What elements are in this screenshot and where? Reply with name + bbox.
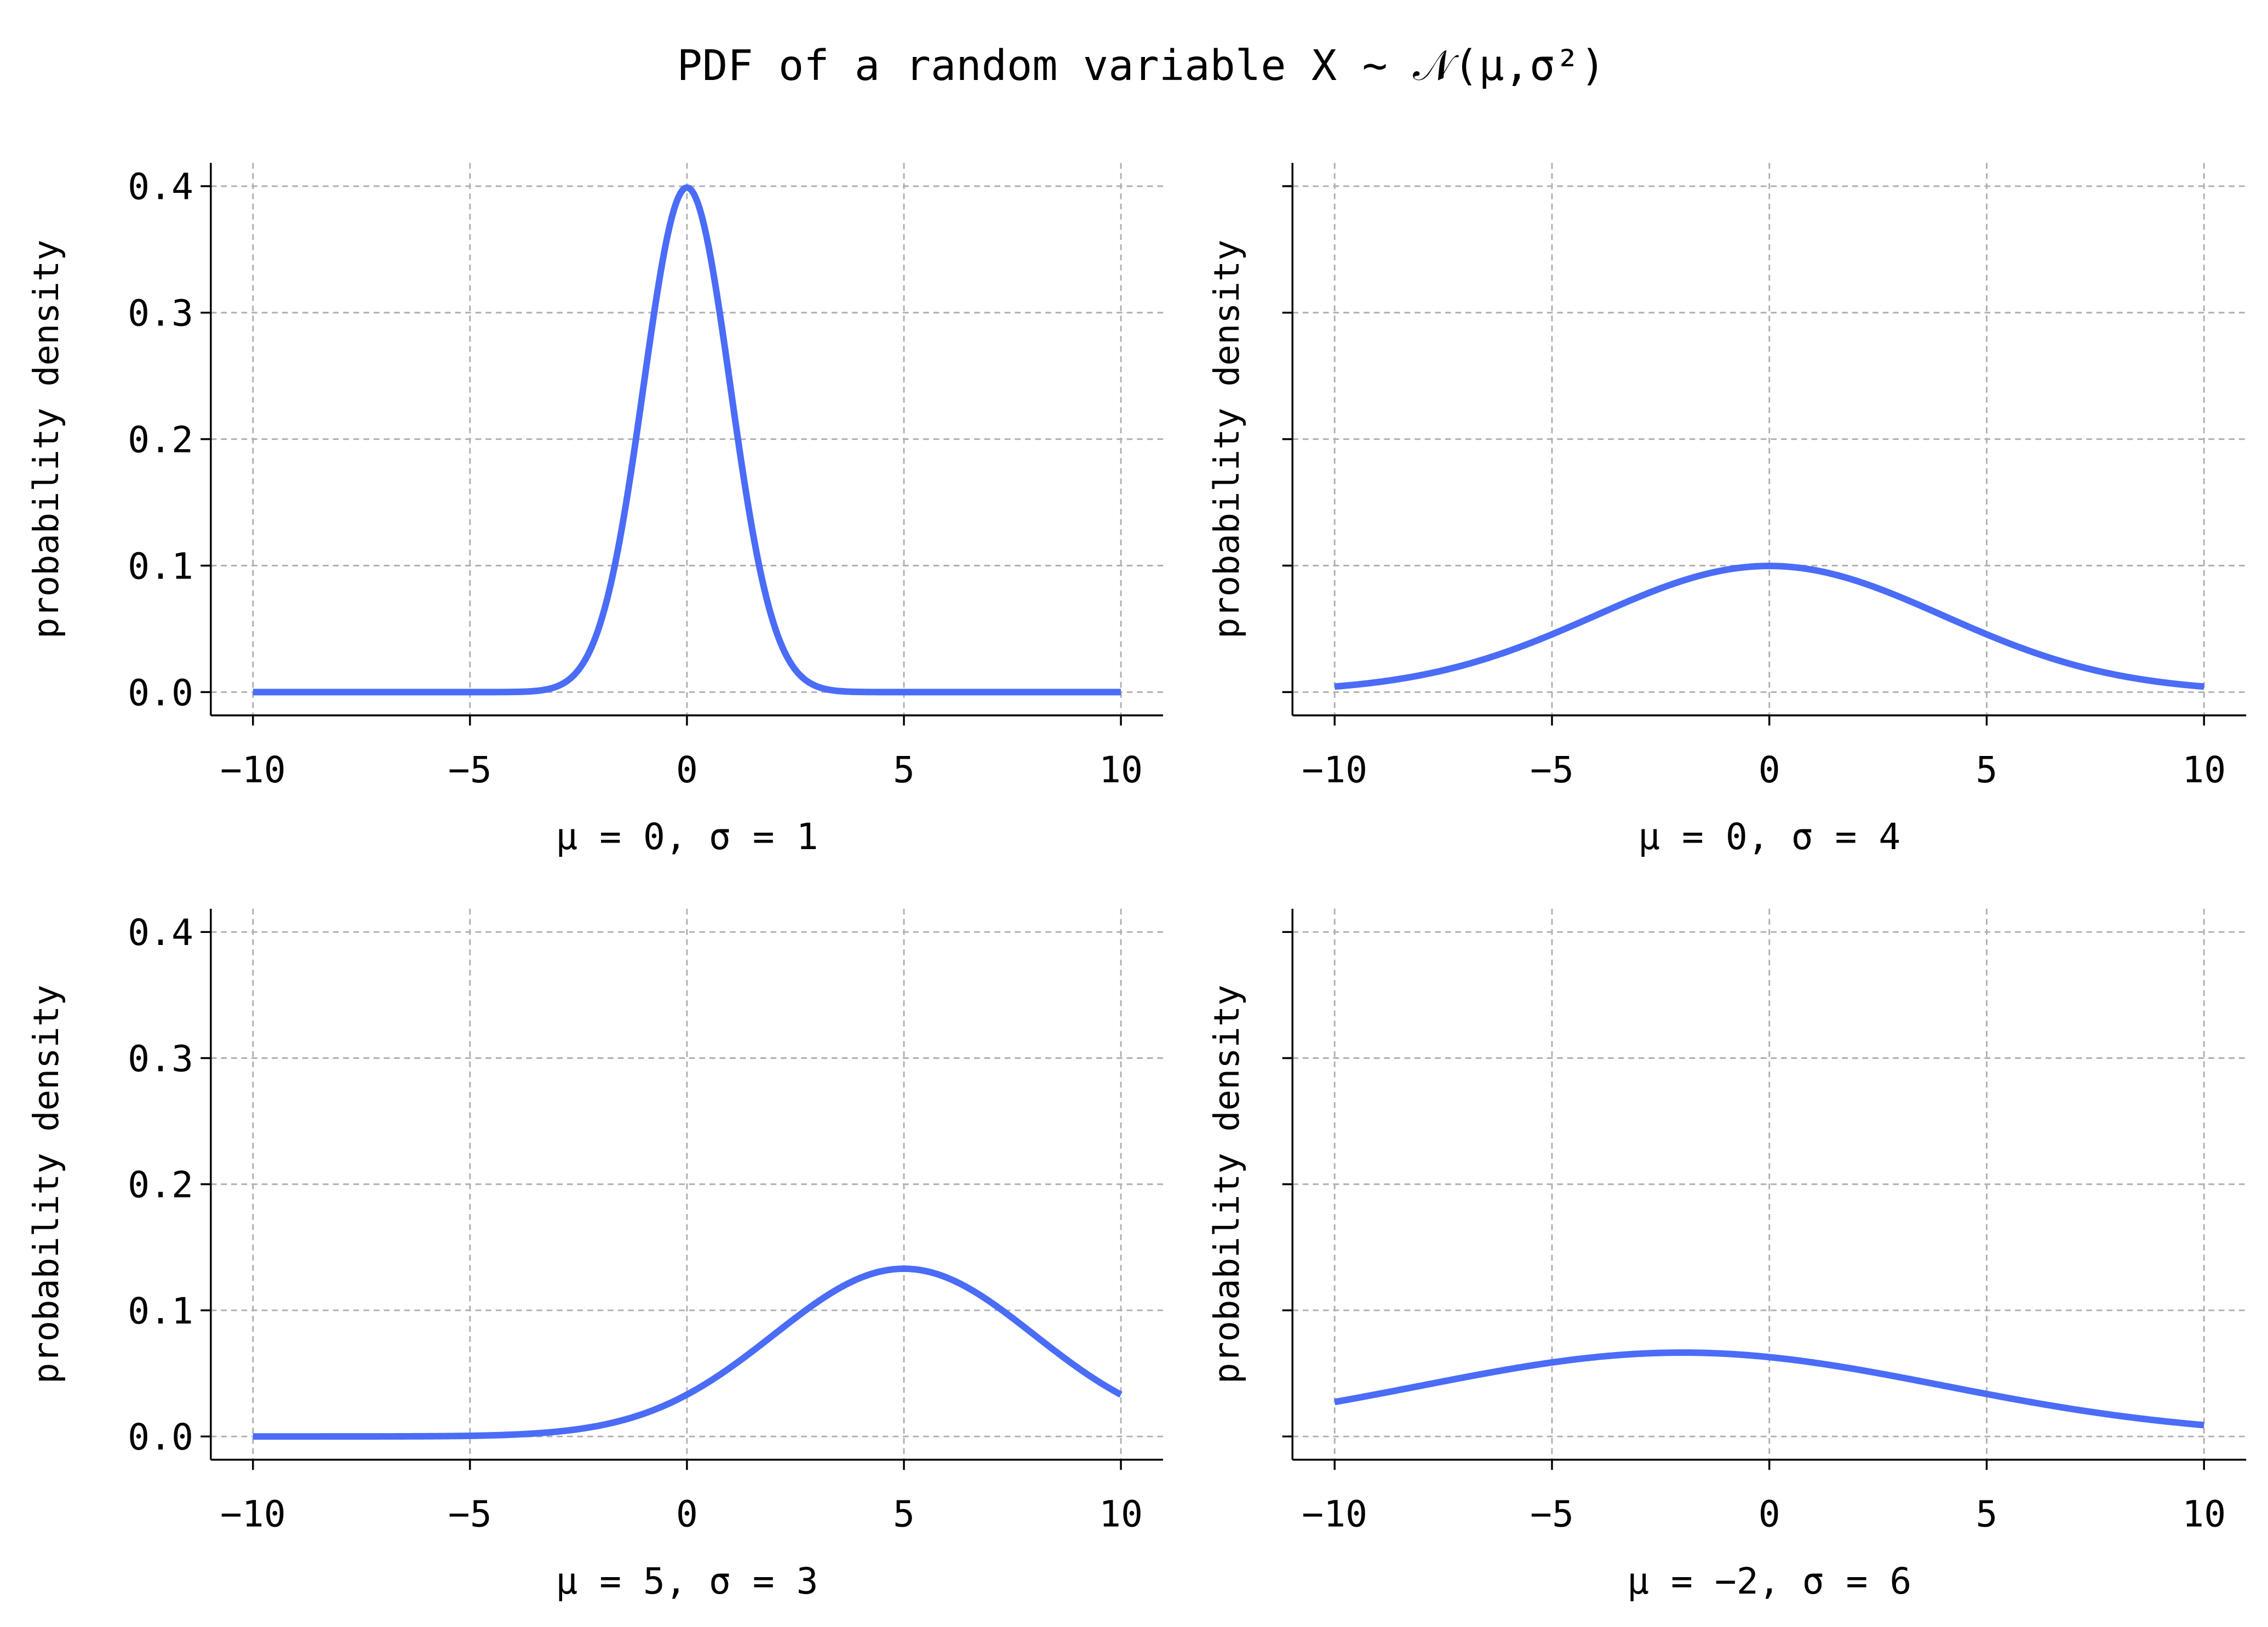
- x-tick-label: −5: [1530, 748, 1574, 791]
- x-tick-label: 5: [893, 748, 915, 791]
- pdf-curve: [1333, 1349, 2206, 1429]
- y-tick-label: 0.3: [128, 1037, 193, 1080]
- y-tick-label: 0.1: [128, 1290, 193, 1332]
- x-tick-label: −5: [448, 1493, 492, 1536]
- x-axis-label: μ = 0, σ = 4: [1638, 815, 1900, 858]
- x-tick-label: 0: [676, 1493, 698, 1536]
- y-tick-label: 0.0: [128, 671, 193, 714]
- x-tick-label: 10: [2182, 1493, 2226, 1536]
- x-axis-label: μ = −2, σ = 6: [1627, 1560, 1911, 1602]
- x-tick-label: −10: [220, 1493, 286, 1536]
- pdf-curve: [251, 184, 1122, 696]
- y-tick-label: 0.2: [128, 419, 193, 461]
- x-tick-label: −5: [1530, 1493, 1574, 1536]
- x-tick-label: 10: [2182, 748, 2226, 791]
- x-axis-label: μ = 0, σ = 1: [555, 815, 818, 858]
- x-tick-label: 0: [1759, 748, 1780, 791]
- figure-title: PDF of a random variable X ∼ 𝒩(μ,σ²): [677, 42, 1606, 90]
- x-tick-label: 0: [1759, 1493, 1780, 1536]
- x-tick-label: −10: [1302, 1493, 1367, 1536]
- x-tick-label: 10: [1099, 748, 1143, 791]
- y-tick-label: 0.0: [128, 1416, 193, 1458]
- subplot-3: −10 −5 0 5 10 0.0 0.1 0.2 0.3 0.4 μ = 5, σ = 3 prob…: [26, 908, 1164, 1602]
- x-tick-label: 5: [893, 1493, 915, 1536]
- x-tick-label: 5: [1976, 748, 1998, 791]
- subplot-4: −10 −5 0 5 10 μ = −2, σ = 6 probability densit…: [1207, 908, 2247, 1602]
- y-tick-label: 0.2: [128, 1164, 193, 1206]
- x-tick-label: 5: [1976, 1493, 1998, 1536]
- x-tick-label: 10: [1099, 1493, 1143, 1536]
- x-tick-label: −5: [448, 748, 492, 791]
- pdf-curve: [251, 1265, 1122, 1440]
- x-axis-label: μ = 5, σ = 3: [555, 1560, 818, 1602]
- y-tick-label: 0.1: [128, 545, 193, 587]
- y-tick-label: 0.4: [128, 911, 193, 954]
- x-tick-label: −10: [220, 748, 286, 791]
- y-axis-label: probability density: [1207, 984, 1247, 1384]
- y-tick-label: 0.3: [128, 292, 193, 335]
- subplot-2: −10 −5 0 5 10 μ = 0, σ = 4 probability density: [1207, 163, 2247, 858]
- subplot-1: −10 −5 0 5 10 0.0 0.1 0.2 0.3 0.4 μ = 0, σ = 1 prob…: [26, 163, 1164, 858]
- y-axis-label: probability density: [26, 239, 67, 639]
- y-tick-label: 0.4: [128, 165, 193, 208]
- x-tick-label: 0: [676, 748, 698, 791]
- x-tick-label: −10: [1302, 748, 1367, 791]
- y-axis-label: probability density: [26, 984, 67, 1384]
- pdf-curve: [1333, 563, 2206, 690]
- y-axis-label: probability density: [1207, 239, 1247, 639]
